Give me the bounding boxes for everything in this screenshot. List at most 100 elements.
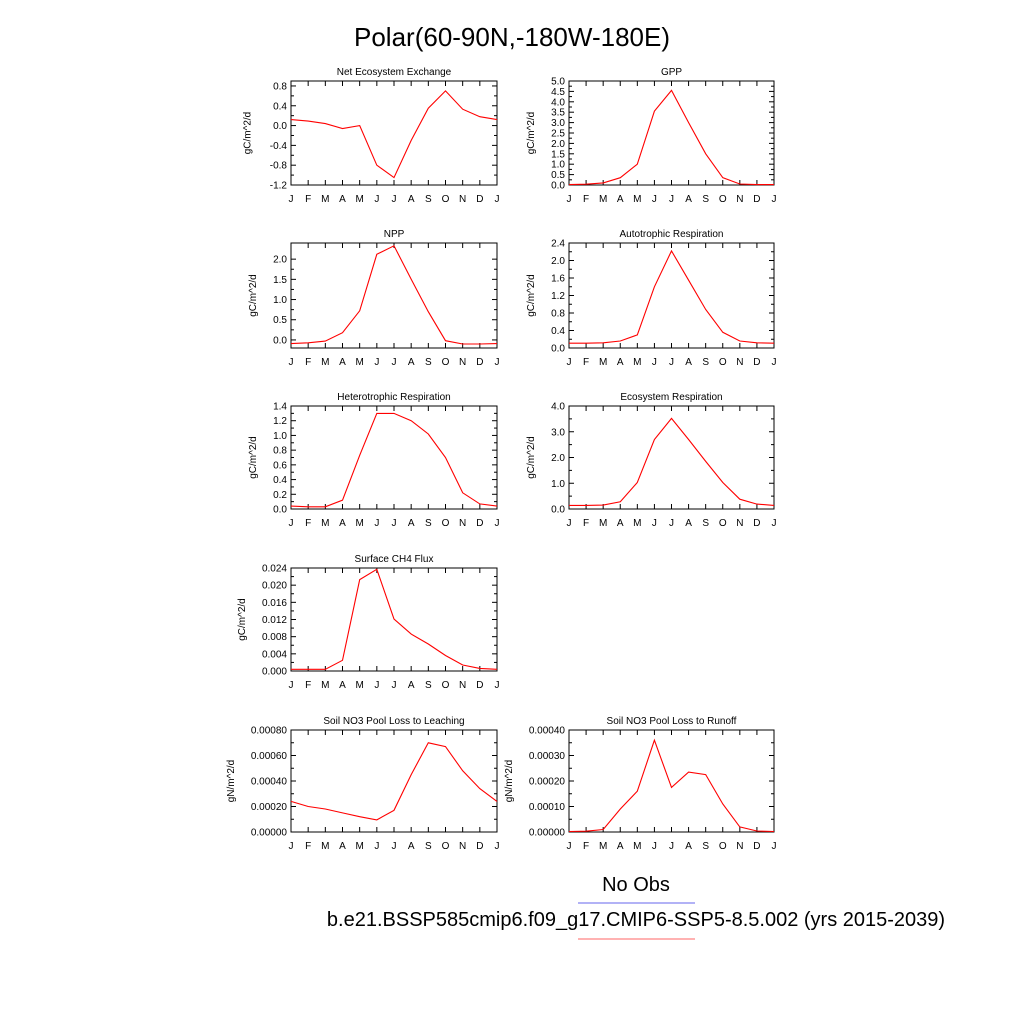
plot-frame xyxy=(290,405,498,510)
x-tick-label: D xyxy=(753,357,760,368)
y-tick-label: -0.4 xyxy=(270,141,288,152)
y-tick-label: 5.0 xyxy=(551,77,565,88)
series-line xyxy=(569,249,775,344)
y-tick-label: 0.016 xyxy=(262,598,287,609)
x-tick-label: M xyxy=(599,357,607,368)
x-tick-label: M xyxy=(321,680,329,691)
x-tick-label: M xyxy=(633,194,641,205)
x-tick-label: O xyxy=(442,194,450,205)
x-tick-label: F xyxy=(305,518,311,529)
x-tick-label: M xyxy=(321,518,329,529)
x-tick-label: S xyxy=(425,841,432,852)
panel-title: GPP xyxy=(661,67,682,78)
x-tick-label: A xyxy=(685,518,692,529)
y-tick-label: 0.8 xyxy=(273,446,287,457)
x-tick-label: J xyxy=(392,194,397,205)
y-tick-label: 0.00020 xyxy=(529,777,566,788)
x-tick-label: A xyxy=(408,518,415,529)
y-tick-label: 0.012 xyxy=(262,615,287,626)
x-tick-label: D xyxy=(476,841,483,852)
x-tick-label: A xyxy=(339,518,346,529)
y-tick-label: 2.0 xyxy=(551,256,565,267)
y-tick-label: 1.0 xyxy=(551,160,565,171)
y-tick-label: 0.008 xyxy=(262,632,287,643)
legend-obs-label: No Obs xyxy=(602,874,670,896)
x-tick-label: J xyxy=(392,357,397,368)
x-tick-label: J xyxy=(772,357,777,368)
x-tick-label: M xyxy=(599,841,607,852)
y-tick-label: 0.020 xyxy=(262,581,287,592)
panel-title: Ecosystem Respiration xyxy=(620,392,722,403)
x-tick-label: J xyxy=(392,680,397,691)
x-tick-label: D xyxy=(753,518,760,529)
x-tick-label: O xyxy=(719,841,727,852)
x-tick-label: J xyxy=(772,518,777,529)
x-tick-label: A xyxy=(617,841,624,852)
x-tick-label: N xyxy=(736,518,743,529)
plot-frame xyxy=(290,729,498,833)
x-tick-label: M xyxy=(321,194,329,205)
y-tick-label: 1.0 xyxy=(273,431,287,442)
x-tick-label: M xyxy=(599,194,607,205)
x-tick-label: M xyxy=(321,357,329,368)
x-tick-label: F xyxy=(305,680,311,691)
x-tick-label: S xyxy=(425,357,432,368)
y-axis-label: gC/m^2/d xyxy=(243,112,254,155)
x-tick-label: D xyxy=(753,194,760,205)
x-tick-label: J xyxy=(567,357,572,368)
y-tick-label: 0.00000 xyxy=(251,828,288,839)
x-tick-label: N xyxy=(459,680,466,691)
y-tick-label: 1.2 xyxy=(551,291,565,302)
x-tick-label: F xyxy=(305,841,311,852)
x-tick-label: J xyxy=(652,518,657,529)
x-tick-label: A xyxy=(617,357,624,368)
x-tick-label: M xyxy=(633,841,641,852)
panel-title: Net Ecosystem Exchange xyxy=(337,67,452,78)
plot-frame xyxy=(290,242,498,349)
x-tick-label: F xyxy=(305,357,311,368)
y-tick-label: 0.4 xyxy=(273,101,287,112)
y-tick-label: 1.6 xyxy=(551,274,565,285)
y-tick-label: 4.5 xyxy=(551,87,565,98)
y-tick-label: 0.0 xyxy=(551,505,565,516)
x-tick-label: N xyxy=(736,194,743,205)
y-tick-label: 0.00060 xyxy=(251,751,288,762)
x-tick-label: S xyxy=(702,841,709,852)
x-tick-label: A xyxy=(685,194,692,205)
x-tick-label: F xyxy=(583,841,589,852)
y-tick-label: 0.000 xyxy=(262,667,287,678)
x-tick-label: A xyxy=(339,680,346,691)
y-axis-label: gC/m^2/d xyxy=(526,274,537,317)
x-tick-label: A xyxy=(408,841,415,852)
x-tick-label: A xyxy=(408,680,415,691)
panel-title: NPP xyxy=(384,229,405,240)
y-tick-label: 3.0 xyxy=(551,118,565,129)
x-tick-label: N xyxy=(459,357,466,368)
x-tick-label: J xyxy=(374,194,379,205)
x-tick-label: J xyxy=(652,194,657,205)
y-tick-label: 0.5 xyxy=(273,315,287,326)
series-line xyxy=(290,245,498,345)
x-tick-label: A xyxy=(339,357,346,368)
series-line xyxy=(291,568,498,670)
y-tick-label: 0.024 xyxy=(262,564,287,575)
x-tick-label: M xyxy=(633,357,641,368)
legend: No Obs b.e21.BSSP585cmip6.f09_g17.CMIP6-… xyxy=(327,874,945,940)
y-axis-label: gC/m^2/d xyxy=(248,436,259,479)
x-tick-label: J xyxy=(374,680,379,691)
y-tick-label: 1.2 xyxy=(273,416,287,427)
y-tick-label: 0.004 xyxy=(262,649,287,660)
x-tick-label: S xyxy=(702,194,709,205)
x-tick-label: J xyxy=(392,841,397,852)
x-tick-label: J xyxy=(495,841,500,852)
x-tick-label: J xyxy=(374,518,379,529)
panel-title: Autotrophic Respiration xyxy=(620,229,724,240)
x-tick-label: A xyxy=(685,357,692,368)
series-line xyxy=(290,90,498,179)
plot-frame xyxy=(290,80,498,186)
